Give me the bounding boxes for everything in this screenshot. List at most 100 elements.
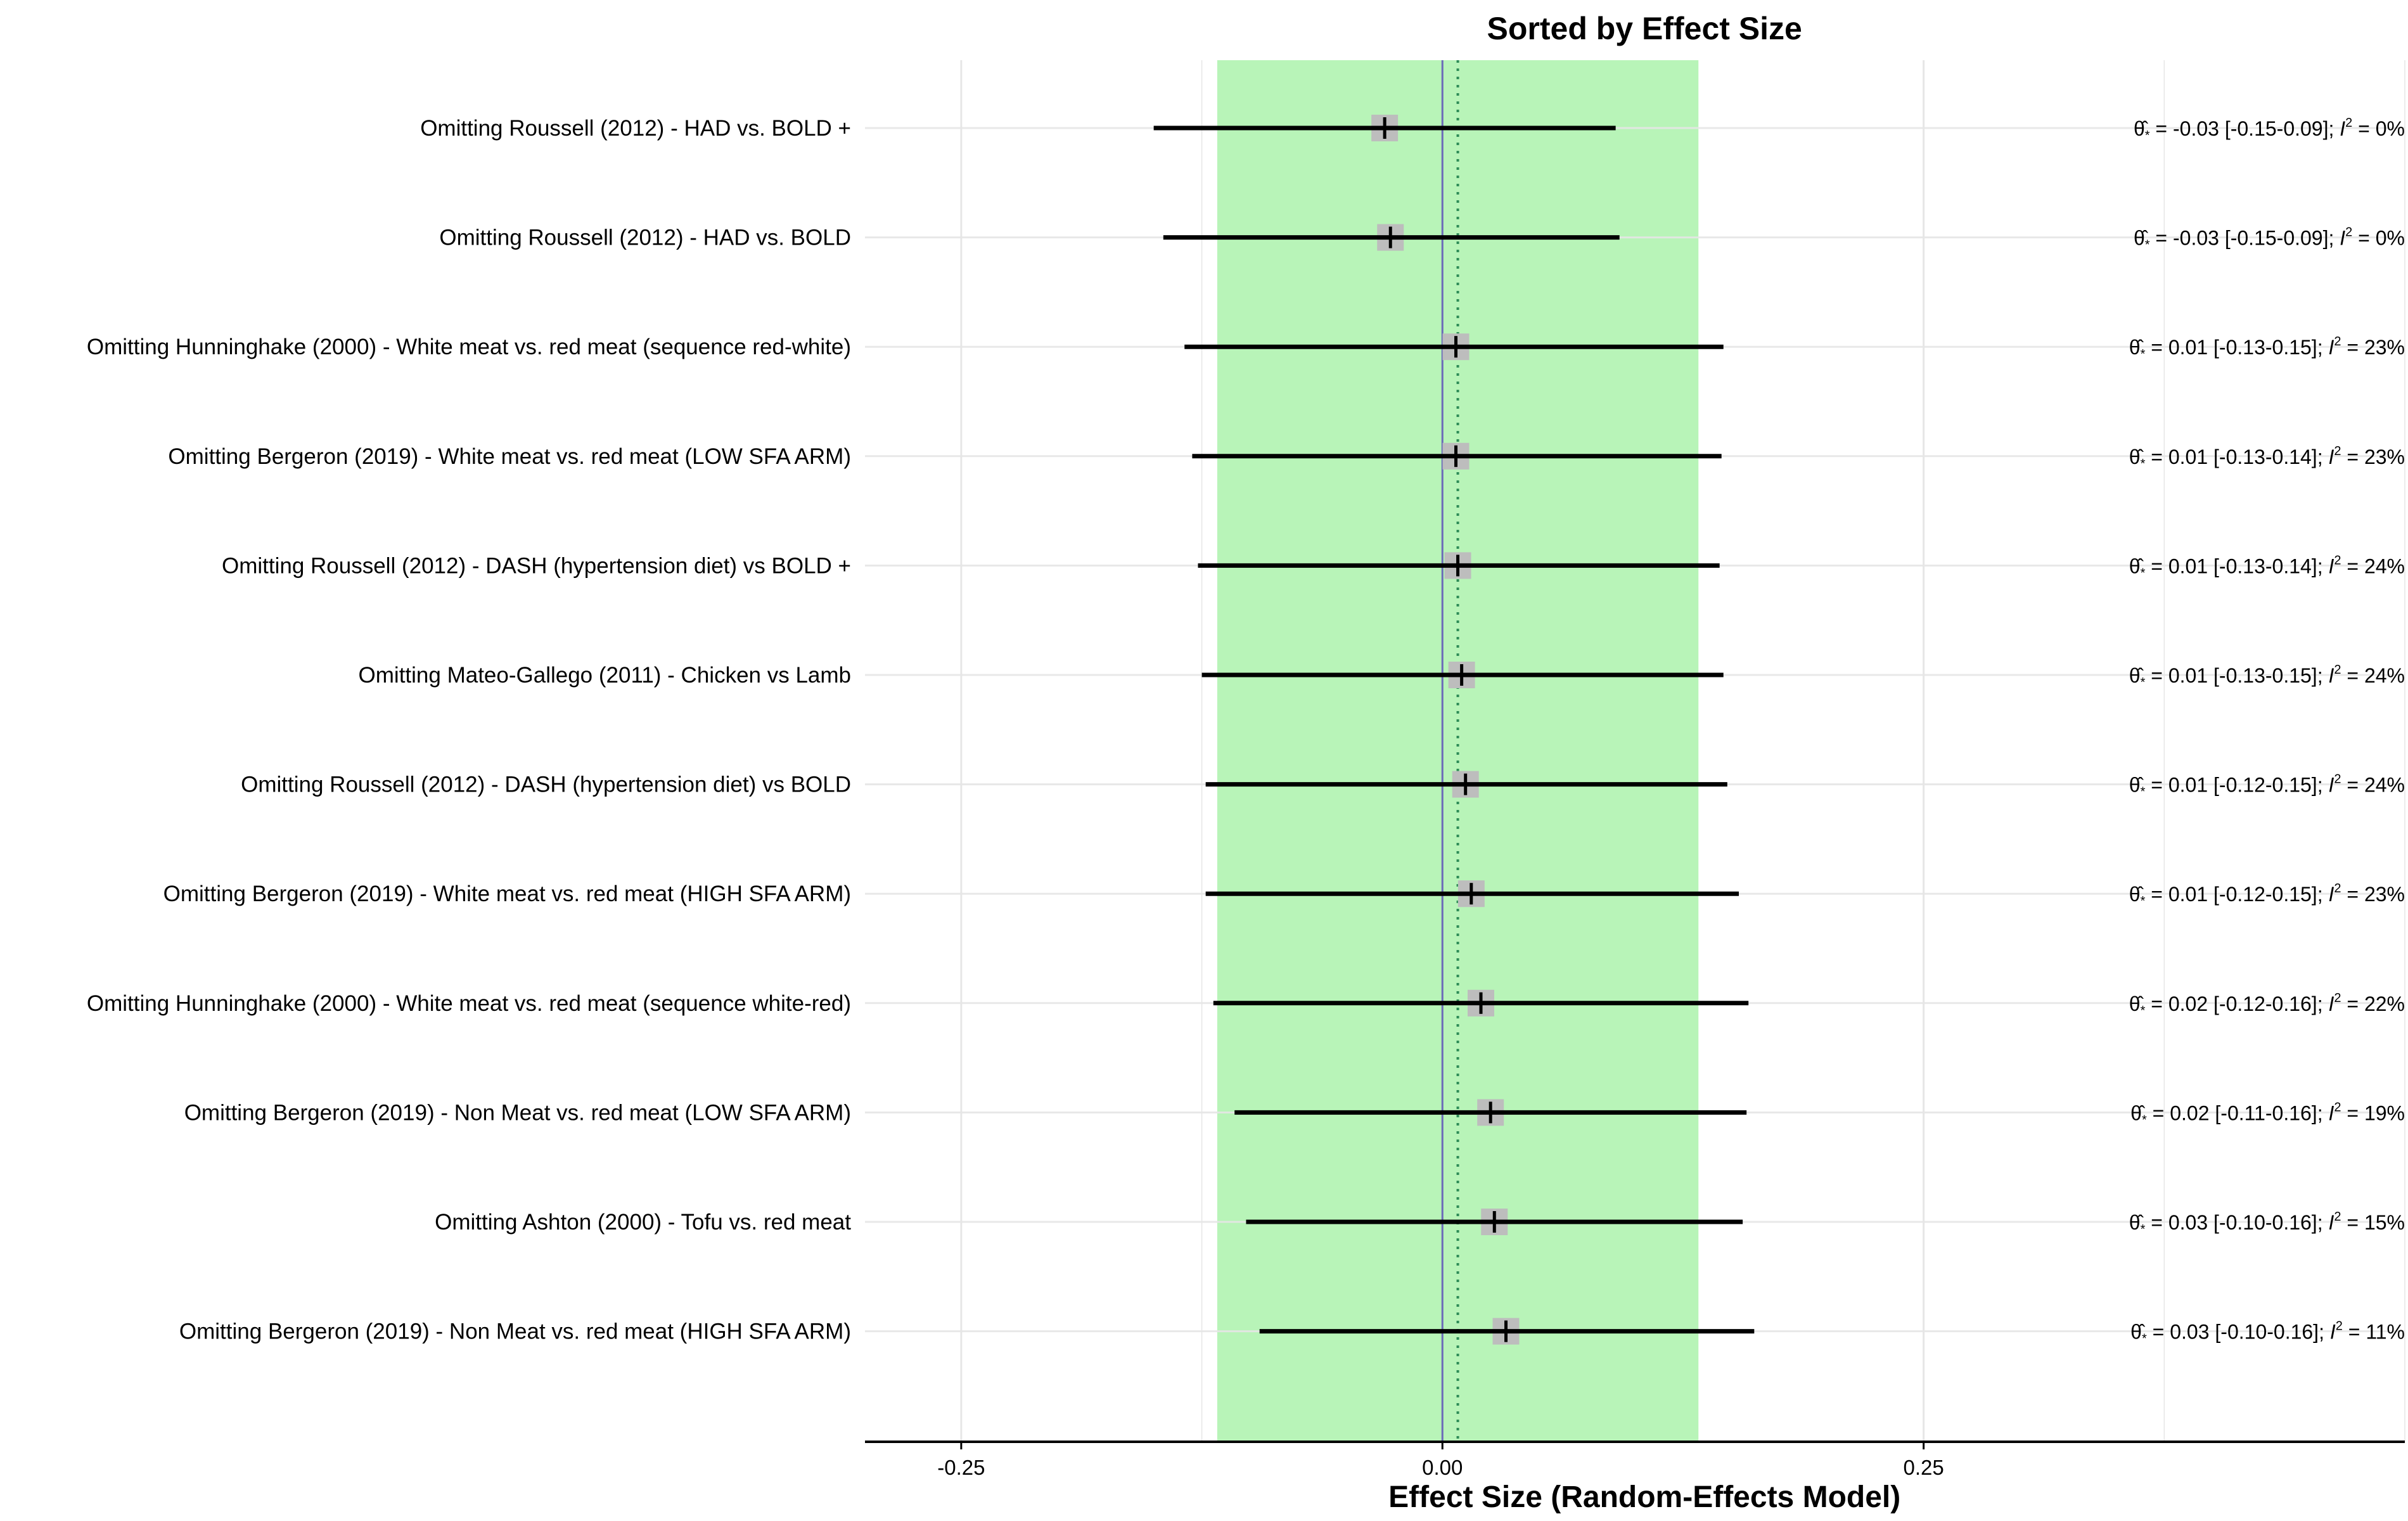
- study-row: Omitting Mateo-Gallego (2011) - Chicken …: [359, 662, 2405, 690]
- i2-superscript: 2: [2334, 1100, 2341, 1114]
- theta-hat-subscript: *: [2145, 129, 2150, 143]
- i2-value: = 23%: [2341, 883, 2405, 906]
- i2-superscript: 2: [2334, 663, 2341, 677]
- estimate-interval-text: = 0.01 [-0.12-0.15];: [2145, 883, 2328, 906]
- i2-symbol: I: [2328, 1101, 2334, 1124]
- i2-symbol: I: [2328, 664, 2334, 687]
- study-label: Omitting Bergeron (2019) - Non Meat vs. …: [184, 1100, 851, 1125]
- study-row: Omitting Roussell (2012) - HAD vs. BOLD θ…: [439, 224, 2405, 252]
- study-label: Omitting Hunninghake (2000) - White meat…: [87, 335, 851, 359]
- i2-symbol: I: [2328, 1211, 2334, 1234]
- i2-symbol: I: [2328, 883, 2334, 906]
- theta-hat-subscript: *: [2141, 1004, 2146, 1018]
- estimate-interval-text: = -0.03 [-0.15-0.09];: [2150, 117, 2340, 140]
- study-row: Omitting Bergeron (2019) - Non Meat vs. …: [179, 1318, 2405, 1346]
- i2-value: = 23%: [2341, 446, 2405, 468]
- study-label: Omitting Mateo-Gallego (2011) - Chicken …: [359, 663, 851, 688]
- study-label: Omitting Bergeron (2019) - White meat vs…: [163, 882, 851, 906]
- study-label: Omitting Roussell (2012) - HAD vs. BOLD: [439, 226, 851, 250]
- x-tick-label: -0.25: [937, 1456, 985, 1479]
- i2-superscript: 2: [2334, 444, 2341, 458]
- estimate-interval-text: = 0.01 [-0.13-0.15];: [2145, 664, 2328, 687]
- i2-superscript: 2: [2336, 1319, 2343, 1333]
- i2-symbol: I: [2328, 774, 2334, 797]
- theta-hat-subscript: *: [2141, 347, 2146, 361]
- estimate-interval-text: = 0.01 [-0.13-0.15];: [2145, 336, 2328, 359]
- i2-value: = 19%: [2341, 1101, 2405, 1124]
- chart-title: Sorted by Effect Size: [1487, 11, 1802, 46]
- i2-symbol: I: [2330, 1321, 2336, 1344]
- i2-value: = 24%: [2341, 664, 2405, 687]
- i2-symbol: I: [2340, 117, 2345, 140]
- i2-value: = 24%: [2341, 555, 2405, 577]
- pooled-interval-band: [1217, 60, 1699, 1442]
- i2-superscript: 2: [2334, 773, 2341, 786]
- theta-hat-subscript: *: [2145, 238, 2150, 252]
- stat-label: θ̂* = -0.03 [-0.15-0.09]; I2 = 0%: [2134, 226, 2405, 252]
- i2-symbol: I: [2328, 555, 2334, 577]
- i2-superscript: 2: [2334, 882, 2341, 895]
- study-label: Omitting Roussell (2012) - DASH (hyperte…: [241, 773, 851, 797]
- study-row: Omitting Roussell (2012) - DASH (hyperte…: [241, 771, 2405, 799]
- study-row: Omitting Hunninghake (2000) - White meat…: [87, 333, 2405, 361]
- estimate-interval-text: = 0.03 [-0.10-0.16];: [2147, 1321, 2330, 1344]
- stat-label: θ̂* = 0.02 [-0.12-0.16]; I2 = 22%: [2129, 991, 2405, 1018]
- study-row: Omitting Roussell (2012) - DASH (hyperte…: [222, 552, 2405, 580]
- theta-hat-subscript: *: [2141, 457, 2146, 471]
- stat-label: θ̂* = 0.01 [-0.12-0.15]; I2 = 24%: [2129, 773, 2405, 799]
- i2-symbol: I: [2328, 336, 2334, 359]
- theta-hat-subscript: *: [2141, 894, 2146, 908]
- theta-hat-subscript: *: [2142, 1332, 2147, 1346]
- i2-value: = 15%: [2341, 1211, 2405, 1234]
- stat-label: θ̂* = 0.03 [-0.10-0.16]; I2 = 15%: [2129, 1210, 2405, 1236]
- study-row: Omitting Hunninghake (2000) - White meat…: [87, 989, 2405, 1018]
- i2-value: = 0%: [2352, 117, 2405, 140]
- stat-label: θ̂* = 0.01 [-0.13-0.15]; I2 = 24%: [2129, 663, 2405, 690]
- study-row: Omitting Bergeron (2019) - White meat vs…: [168, 442, 2405, 471]
- i2-value: = 0%: [2352, 227, 2405, 250]
- i2-superscript: 2: [2334, 335, 2341, 349]
- i2-symbol: I: [2328, 992, 2334, 1015]
- x-axis-title: Effect Size (Random-Effects Model): [1388, 1480, 1900, 1514]
- i2-value: = 24%: [2341, 774, 2405, 797]
- i2-value: = 11%: [2343, 1321, 2405, 1344]
- theta-hat-subscript: *: [2141, 785, 2146, 799]
- study-row: Omitting Bergeron (2019) - Non Meat vs. …: [184, 1099, 2405, 1127]
- study-label: Omitting Bergeron (2019) - White meat vs…: [168, 444, 851, 469]
- estimate-interval-text: = 0.01 [-0.13-0.14];: [2145, 555, 2328, 577]
- i2-symbol: I: [2340, 227, 2345, 250]
- i2-superscript: 2: [2334, 991, 2341, 1005]
- x-axis-ticks: -0.25 0.00 0.25: [937, 1442, 1944, 1479]
- stat-label: θ̂* = -0.03 [-0.15-0.09]; I2 = 0%: [2134, 116, 2405, 143]
- stat-label: θ̂* = 0.01 [-0.13-0.14]; I2 = 24%: [2129, 553, 2405, 580]
- theta-hat-subscript: *: [2141, 566, 2146, 580]
- i2-superscript: 2: [2345, 116, 2352, 130]
- i2-value: = 23%: [2341, 336, 2405, 359]
- i2-superscript: 2: [2345, 226, 2352, 240]
- theta-hat-subscript: *: [2141, 1223, 2146, 1236]
- estimate-interval-text: = 0.02 [-0.12-0.16];: [2145, 992, 2328, 1015]
- study-row: Omitting Ashton (2000) - Tofu vs. red me…: [435, 1209, 2405, 1236]
- x-tick-label: 0.00: [1422, 1456, 1463, 1479]
- theta-hat-subscript: *: [2142, 1113, 2147, 1127]
- study-label: Omitting Hunninghake (2000) - White meat…: [87, 991, 851, 1016]
- stat-label: θ̂* = 0.02 [-0.11-0.16]; I2 = 19%: [2130, 1100, 2405, 1127]
- study-rows: Omitting Roussell (2012) - HAD vs. BOLD …: [87, 115, 2405, 1346]
- stat-label: θ̂* = 0.01 [-0.12-0.15]; I2 = 23%: [2129, 882, 2405, 908]
- study-row: Omitting Roussell (2012) - HAD vs. BOLD …: [420, 115, 2405, 143]
- study-label: Omitting Roussell (2012) - HAD vs. BOLD …: [420, 116, 851, 141]
- stat-label: θ̂* = 0.01 [-0.13-0.14]; I2 = 23%: [2129, 444, 2405, 471]
- estimate-interval-text: = 0.03 [-0.10-0.16];: [2145, 1211, 2328, 1234]
- study-label: Omitting Bergeron (2019) - Non Meat vs. …: [179, 1319, 851, 1344]
- i2-symbol: I: [2328, 446, 2334, 468]
- theta-hat-subscript: *: [2141, 676, 2146, 690]
- i2-superscript: 2: [2334, 1210, 2341, 1224]
- i2-superscript: 2: [2334, 553, 2341, 567]
- i2-value: = 22%: [2341, 992, 2405, 1015]
- estimate-interval-text: = 0.01 [-0.13-0.14];: [2145, 446, 2328, 468]
- estimate-interval-text: = 0.02 [-0.11-0.16];: [2147, 1101, 2329, 1124]
- estimate-interval-text: = -0.03 [-0.15-0.09];: [2150, 227, 2340, 250]
- study-label: Omitting Roussell (2012) - DASH (hyperte…: [222, 553, 851, 578]
- x-tick-label: 0.25: [1904, 1456, 1944, 1479]
